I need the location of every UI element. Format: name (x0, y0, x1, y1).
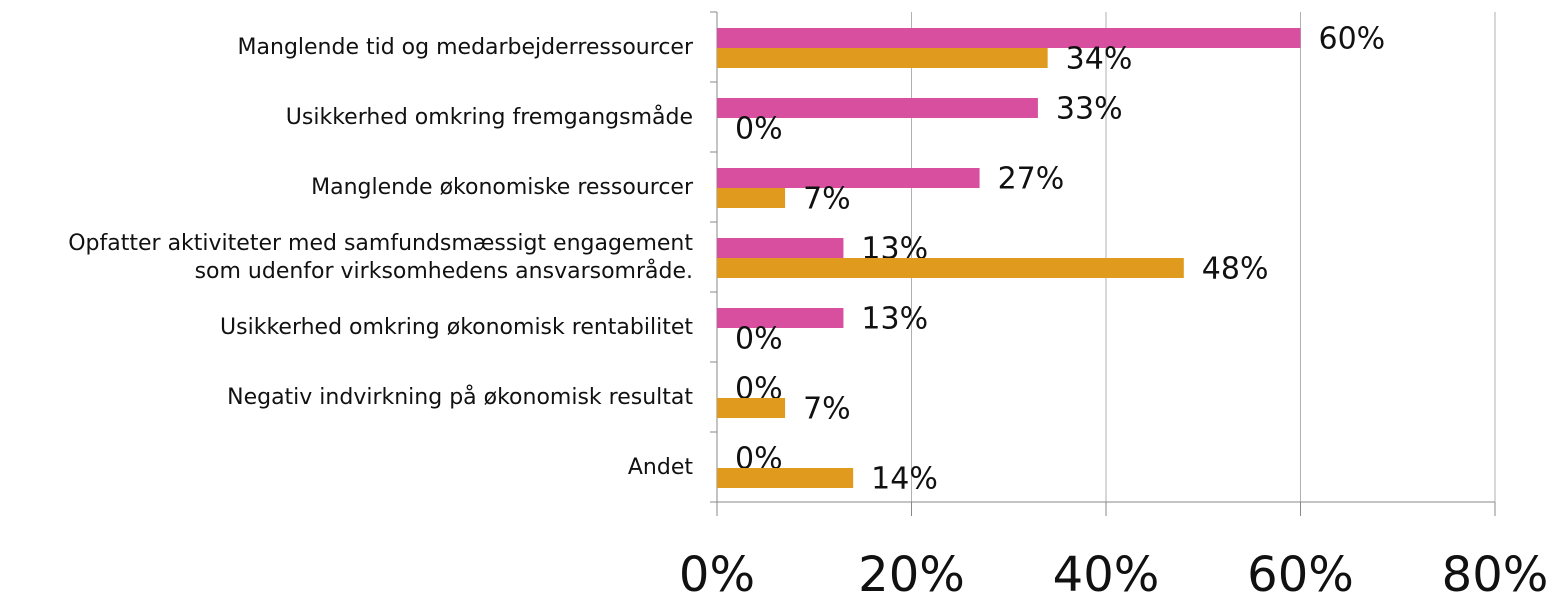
bar (717, 468, 854, 488)
value-label: 48% (1202, 252, 1269, 287)
value-label: 13% (861, 302, 928, 337)
x-tick-label: 0% (679, 547, 755, 598)
value-label: 27% (998, 162, 1065, 197)
value-label: 0% (735, 112, 783, 147)
category-label: Usikkerhed omkring fremgangsmåde (286, 104, 693, 130)
value-label: 34% (1066, 42, 1133, 77)
bar (717, 188, 786, 208)
bar (717, 258, 1184, 278)
category-label: Opfatter aktiviteter med samfundsmæssigt… (68, 231, 693, 284)
category-label: Manglende tid og medarbejderressourcer (238, 35, 694, 60)
category-label: Negativ indvirkning på økonomisk resulta… (227, 384, 693, 410)
value-label: 7% (803, 182, 851, 217)
category-label: Manglende økonomiske ressourcer (311, 175, 694, 200)
value-label: 33% (1056, 92, 1123, 127)
bar (717, 238, 844, 258)
bar (717, 308, 844, 328)
value-label: 7% (803, 392, 851, 427)
bar (717, 98, 1038, 118)
bar (717, 168, 980, 188)
x-tick-label: 80% (1442, 547, 1549, 598)
value-label: 60% (1319, 22, 1386, 57)
bar (717, 48, 1048, 68)
value-label: 14% (871, 462, 938, 497)
x-tick-label: 40% (1053, 547, 1160, 598)
x-tick-label: 20% (858, 547, 965, 598)
bar (717, 398, 786, 418)
bar (717, 28, 1301, 48)
value-label: 0% (735, 322, 783, 357)
x-tick-label: 60% (1247, 547, 1354, 598)
category-label: Usikkerhed omkring økonomisk rentabilite… (220, 315, 693, 340)
category-label: Andet (628, 455, 693, 480)
